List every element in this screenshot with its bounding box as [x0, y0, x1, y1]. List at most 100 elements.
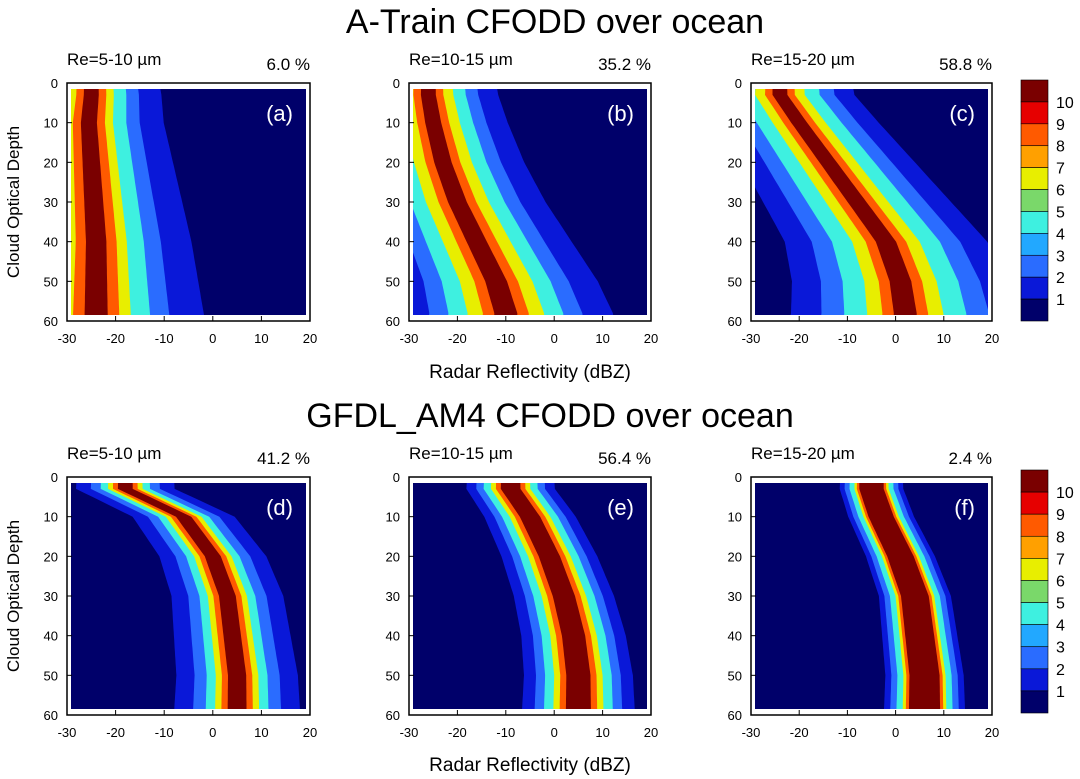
ylabel-top: Cloud Optical Depth	[4, 126, 23, 278]
colorbar-label: 6	[1056, 183, 1065, 200]
x-tick-label: -10	[838, 725, 857, 740]
x-tick-label: -30	[742, 725, 761, 740]
colorbar-1: 10 9 8 7 6 5 4 3 2 1	[1020, 79, 1074, 322]
y-tick-label: 0	[51, 76, 58, 91]
colorbars-group: 10 9 8 7 6 5 4 3 2 1 10 9 8 7 6 5 4 3 2 1	[1020, 79, 1074, 714]
panel-1: -30 -20 -10 0 10 20 0 10 20 30 40 50 60 Re=5-10 µm 6.0…	[44, 50, 318, 346]
row-title-bottom: GFDL_AM4 CFODD over ocean	[306, 397, 794, 435]
contour-level-1	[500, 483, 591, 709]
panel-2: -30 -20 -10 0 10 20 0 10 20 30 40 50 60 Re=10-15 µm 35…	[386, 50, 659, 346]
x-tick-label: 20	[985, 725, 999, 740]
x-tick-label: 10	[595, 725, 609, 740]
x-tick-label: -20	[790, 725, 809, 740]
panel-percent: 6.0 %	[267, 55, 310, 74]
colorbar-label: 1	[1056, 684, 1065, 701]
y-tick-label: 60	[728, 314, 742, 329]
colorbar-label: 10	[1056, 95, 1074, 112]
x-tick-label: 0	[551, 331, 558, 346]
panel-title: Re=5-10 µm	[67, 444, 161, 463]
y-tick-label: 10	[44, 116, 58, 131]
y-tick-label: 10	[386, 116, 400, 131]
colorbar-label: 9	[1056, 117, 1065, 134]
colorbar-label: 7	[1056, 551, 1065, 568]
colorbar-swatch	[1020, 491, 1049, 515]
y-tick-label: 30	[44, 195, 58, 210]
colorbar-swatch	[1020, 189, 1049, 212]
colorbar-label: 3	[1056, 248, 1065, 265]
x-tick-label: -30	[58, 725, 77, 740]
y-tick-label: 50	[44, 668, 58, 683]
y-tick-label: 60	[44, 314, 58, 329]
colorbar-swatch	[1020, 167, 1049, 190]
y-tick-label: 0	[735, 470, 742, 485]
y-tick-label: 50	[386, 274, 400, 289]
y-tick-label: 40	[44, 235, 58, 250]
y-tick-label: 0	[735, 76, 742, 91]
x-tick-label: -10	[496, 331, 515, 346]
colorbar-swatch	[1020, 690, 1049, 714]
x-tick-label: 0	[209, 725, 216, 740]
xlabel-bottom: Radar Reflectivity (dBZ)	[429, 755, 631, 776]
y-tick-label: 20	[44, 549, 58, 564]
contour-level-1	[117, 483, 247, 709]
panel-percent: 56.4 %	[598, 449, 651, 468]
y-tick-label: 0	[393, 470, 400, 485]
ylabel-bottom: Cloud Optical Depth	[4, 520, 23, 672]
y-tick-label: 40	[386, 629, 400, 644]
contour-bands	[839, 483, 965, 709]
y-tick-label: 30	[728, 195, 742, 210]
colorbar-swatch	[1020, 624, 1049, 648]
colorbar-swatch	[1020, 79, 1049, 103]
y-tick-label: 30	[728, 589, 742, 604]
panel-5: -30 -20 -10 0 10 20 0 10 20 30 40 50 60 Re=10-15 µm 56…	[386, 444, 659, 740]
x-tick-label: 10	[937, 331, 951, 346]
colorbar-swatch	[1020, 668, 1049, 692]
panel-6: -30 -20 -10 0 10 20 0 10 20 30 40 50 60 Re=15-20 µm 2.…	[728, 444, 1000, 740]
x-tick-label: -10	[496, 725, 515, 740]
colorbar-swatch	[1020, 101, 1049, 125]
y-tick-label: 60	[728, 708, 742, 723]
panel-4: -30 -20 -10 0 10 20 0 10 20 30 40 50 60 Re=5-10 µm 41.…	[44, 444, 318, 740]
colorbar-swatch	[1020, 558, 1049, 581]
colorbar-label: 9	[1056, 507, 1065, 524]
x-tick-label: -20	[106, 725, 125, 740]
panel-title: Re=10-15 µm	[409, 444, 513, 463]
colorbar-label: 4	[1056, 618, 1065, 635]
colorbar-label: 5	[1056, 596, 1065, 613]
y-tick-label: 10	[728, 510, 742, 525]
x-tick-label: 0	[892, 725, 899, 740]
colorbar-swatch	[1020, 123, 1049, 147]
y-tick-label: 40	[44, 629, 58, 644]
y-tick-label: 40	[386, 235, 400, 250]
colorbar-label: 1	[1056, 292, 1065, 309]
y-tick-label: 50	[386, 668, 400, 683]
x-tick-label: 20	[985, 331, 999, 346]
x-tick-label: -10	[155, 331, 174, 346]
y-tick-label: 30	[386, 195, 400, 210]
x-tick-label: -20	[448, 725, 467, 740]
x-tick-label: 0	[209, 331, 216, 346]
y-tick-label: 0	[393, 76, 400, 91]
colorbar-label: 7	[1056, 161, 1065, 178]
colorbar-swatch	[1020, 233, 1049, 256]
x-tick-label: 10	[595, 331, 609, 346]
colorbar-label: 6	[1056, 573, 1065, 590]
panels-group: -30 -20 -10 0 10 20 0 10 20 30 40 50 60 Re=5-10 µm 6.0…	[44, 50, 1000, 740]
colorbar-label: 5	[1056, 204, 1065, 221]
contour-level-1	[80, 89, 108, 315]
x-tick-label: -10	[838, 331, 857, 346]
panel-label: (a)	[266, 101, 293, 126]
x-tick-label: -20	[790, 331, 809, 346]
y-tick-label: 10	[44, 510, 58, 525]
y-tick-label: 20	[386, 155, 400, 170]
colorbar-swatch	[1020, 580, 1049, 603]
y-tick-label: 20	[44, 155, 58, 170]
colorbar-label: 10	[1056, 485, 1074, 502]
panel-percent: 2.4 %	[949, 449, 992, 468]
y-tick-label: 60	[386, 708, 400, 723]
y-tick-label: 20	[728, 549, 742, 564]
panel-percent: 58.8 %	[939, 55, 992, 74]
panel-label: (c)	[949, 101, 975, 126]
contour-bands	[76, 483, 300, 709]
